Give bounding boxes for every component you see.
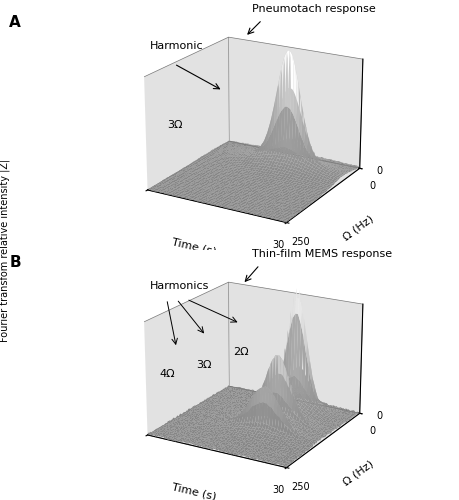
Text: A: A <box>9 15 21 30</box>
Text: 2Ω: 2Ω <box>233 348 248 358</box>
Text: 3Ω: 3Ω <box>167 120 182 130</box>
Text: 3Ω: 3Ω <box>196 360 212 370</box>
Text: B: B <box>9 255 21 270</box>
Text: Harmonics: Harmonics <box>150 281 209 291</box>
Text: 4Ω: 4Ω <box>159 370 175 380</box>
Y-axis label: Ω (Hz): Ω (Hz) <box>341 459 375 488</box>
X-axis label: Time (s): Time (s) <box>171 237 218 257</box>
Text: Harmonic: Harmonic <box>150 41 203 51</box>
Text: Thin-film MEMS response: Thin-film MEMS response <box>252 250 392 260</box>
X-axis label: Time (s): Time (s) <box>171 482 218 500</box>
Text: Pneumotach response: Pneumotach response <box>252 4 376 15</box>
Y-axis label: Ω (Hz): Ω (Hz) <box>341 214 375 242</box>
Text: Fourier transfom relative intensity |Z|: Fourier transfom relative intensity |Z| <box>0 158 10 342</box>
